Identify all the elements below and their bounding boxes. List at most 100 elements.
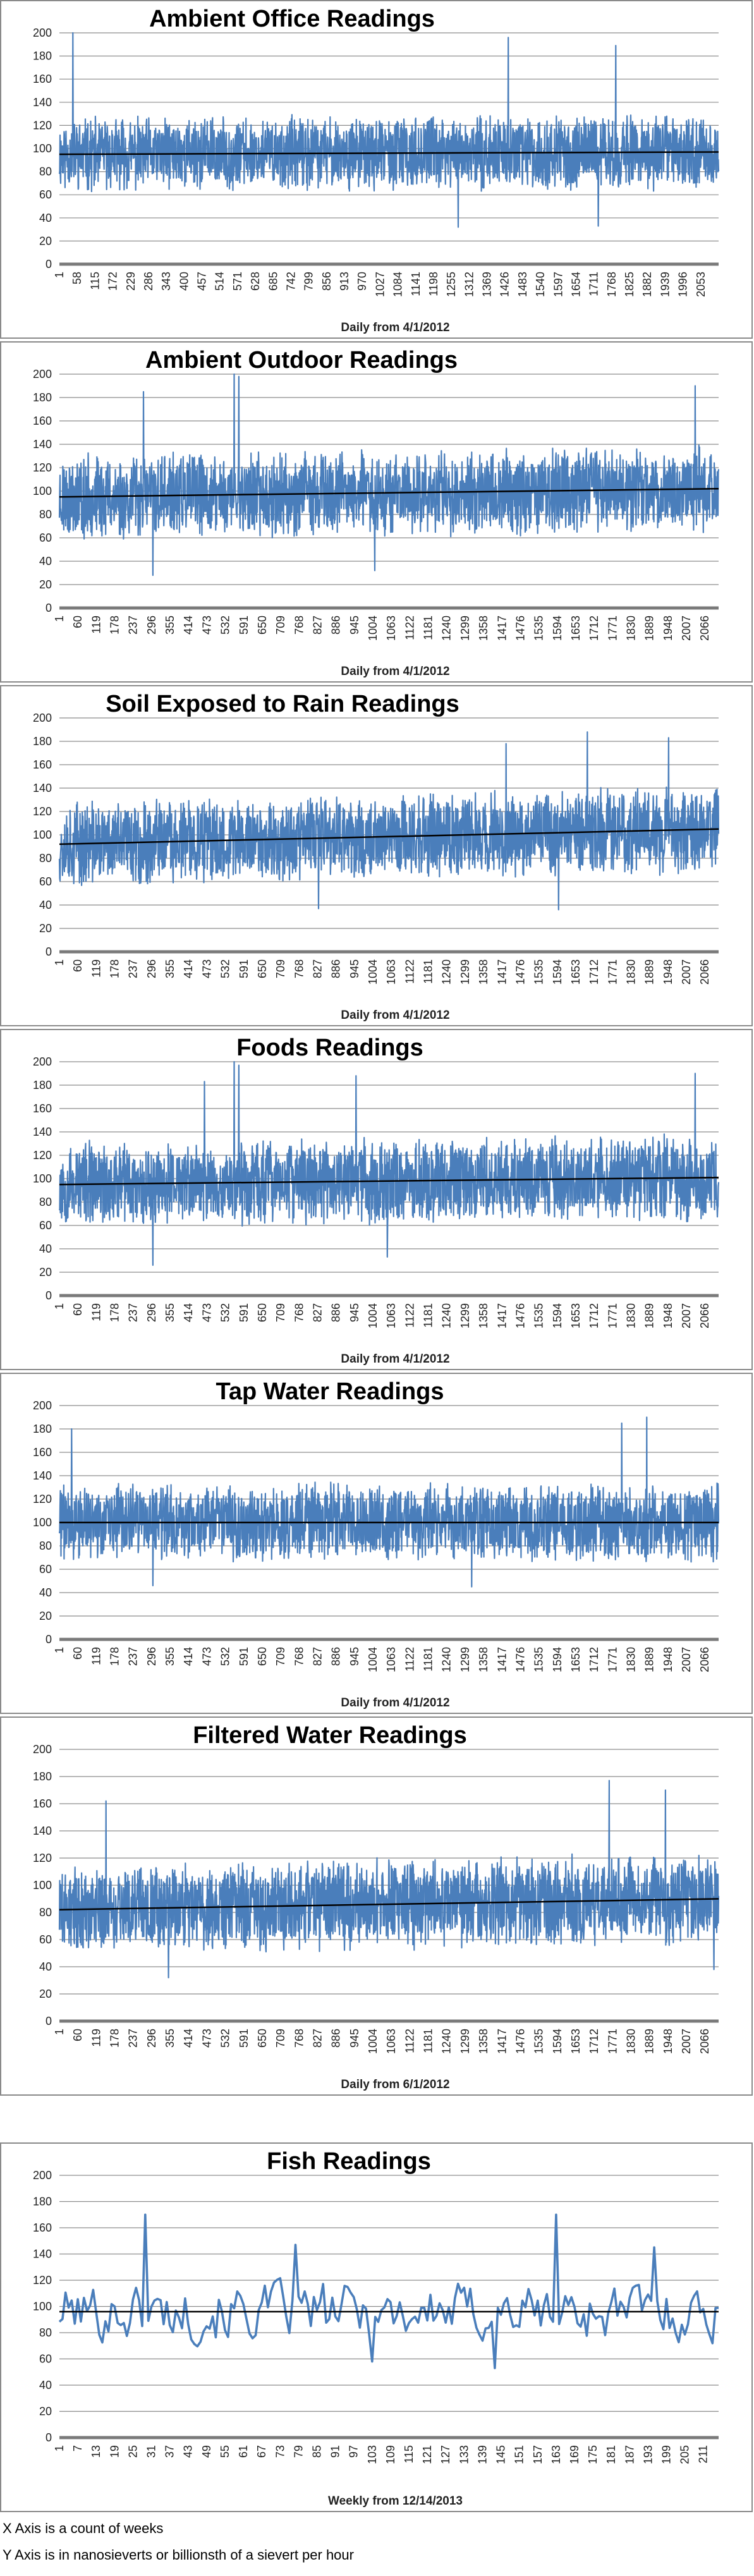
- x-tick-label: 1: [53, 2029, 66, 2035]
- x-tick-label: 172: [107, 272, 119, 291]
- x-tick-label: 1004: [367, 959, 379, 985]
- x-tick-label: 414: [182, 959, 195, 978]
- x-tick-label: 199: [660, 2445, 673, 2464]
- x-tick-label: 178: [109, 959, 121, 978]
- x-tick-label: 1654: [569, 272, 582, 297]
- x-tick-label: 85: [310, 2445, 323, 2458]
- x-tick-label: 1889: [643, 959, 656, 985]
- y-tick-label: 120: [33, 1852, 52, 1864]
- x-tick-label: 296: [145, 1647, 158, 1666]
- y-tick-label: 120: [33, 461, 52, 474]
- x-tick-label: 97: [348, 2445, 360, 2458]
- x-tick-label: 1063: [385, 959, 398, 985]
- x-tick-label: 119: [90, 616, 102, 634]
- y-tick-label: 180: [33, 1770, 52, 1783]
- x-tick-label: 1535: [533, 1303, 545, 1328]
- x-tick-label: 1417: [496, 959, 508, 985]
- x-tick-label: 2007: [680, 1303, 693, 1328]
- x-tick-label: 237: [127, 1303, 140, 1322]
- x-tick-label: 1825: [623, 272, 636, 297]
- x-tick-label: 2066: [698, 2029, 711, 2054]
- series-line: [58, 1780, 720, 1979]
- y-tick-label: 120: [33, 1149, 52, 1162]
- trend-line: [59, 488, 719, 498]
- y-tick-label: 200: [33, 712, 52, 724]
- x-tick-label: 1830: [625, 1647, 638, 1672]
- x-tick-label: 25: [126, 2445, 139, 2458]
- y-tick-label: 60: [39, 875, 52, 888]
- x-tick-label: 685: [267, 272, 279, 291]
- y-tick-label: 160: [33, 1102, 52, 1115]
- x-tick-label: 60: [71, 2029, 84, 2041]
- x-tick-label: 1653: [569, 616, 582, 641]
- x-tick-label: 571: [231, 272, 244, 291]
- x-tick-label: 286: [142, 272, 155, 291]
- y-tick-label: 200: [33, 1055, 52, 1068]
- y-tick-label: 200: [33, 1743, 52, 1756]
- x-tick-label: 970: [356, 272, 368, 291]
- series-line: [58, 1416, 720, 1588]
- y-tick-label: 20: [39, 1988, 52, 2000]
- x-tick-label: 1889: [643, 2029, 656, 2054]
- x-tick-label: 119: [90, 959, 102, 978]
- y-tick-label: 60: [39, 1219, 52, 1232]
- y-tick-label: 120: [33, 1493, 52, 1505]
- x-tick-label: 709: [274, 1647, 287, 1666]
- x-tick-label: 1771: [606, 616, 619, 641]
- x-tick-label: 1063: [385, 1647, 398, 1672]
- x-tick-label: 650: [256, 959, 269, 978]
- x-tick-label: 60: [71, 1647, 84, 1660]
- y-tick-label: 60: [39, 1563, 52, 1576]
- x-tick-label: 1830: [625, 616, 638, 641]
- x-tick-label: 1771: [606, 1647, 619, 1672]
- chart-title: Foods Readings: [236, 1035, 423, 1061]
- x-tick-label: 1948: [662, 959, 674, 985]
- x-tick-label: 827: [311, 959, 324, 978]
- x-tick-label: 178: [109, 616, 121, 635]
- y-tick-label: 140: [33, 782, 52, 794]
- y-tick-label: 0: [46, 945, 52, 958]
- x-tick-label: 1: [53, 2445, 66, 2451]
- x-tick-label: 67: [255, 2445, 268, 2458]
- x-tick-label: 1594: [551, 616, 564, 641]
- y-tick-label: 60: [39, 2353, 52, 2366]
- x-tick-label: 1476: [514, 2029, 526, 2054]
- x-tick-label: 2053: [695, 272, 707, 297]
- x-tick-label: 650: [256, 1647, 269, 1666]
- x-tick-label: 1535: [533, 959, 545, 985]
- x-tick-label: 1358: [477, 1647, 490, 1672]
- x-tick-label: 296: [145, 2029, 158, 2048]
- x-tick-label: 1540: [534, 272, 547, 297]
- x-tick-label: 1358: [477, 959, 490, 985]
- x-tick-label: 175: [587, 2445, 599, 2464]
- series-line: [58, 2213, 719, 2369]
- x-tick-label: 2007: [680, 616, 693, 641]
- x-tick-label: 1712: [588, 616, 600, 641]
- x-tick-label: 1426: [499, 272, 511, 297]
- y-tick-label: 100: [33, 829, 52, 841]
- y-tick-label: 140: [33, 1126, 52, 1138]
- x-tick-label: 139: [476, 2445, 489, 2464]
- x-tick-label: 1255: [445, 272, 458, 297]
- x-tick-label: 1653: [569, 1303, 582, 1328]
- x-tick-label: 768: [293, 616, 305, 635]
- x-tick-label: 187: [623, 2445, 636, 2464]
- y-tick-label: 80: [39, 1196, 52, 1208]
- x-tick-label: 1: [53, 959, 66, 966]
- y-tick-label: 80: [39, 166, 52, 178]
- x-tick-label: 532: [219, 1647, 232, 1666]
- x-tick-label: 913: [338, 272, 351, 291]
- y-tick-label: 20: [39, 2405, 52, 2418]
- x-tick-label: 514: [214, 272, 226, 291]
- y-tick-label: 20: [39, 578, 52, 591]
- y-tick-label: 0: [46, 602, 52, 614]
- x-axis-label: Daily from 6/1/2012: [341, 2078, 449, 2091]
- x-tick-label: 1084: [392, 272, 404, 297]
- x-tick-label: 237: [127, 959, 140, 978]
- y-tick-label: 180: [33, 1423, 52, 1435]
- x-tick-label: 1141: [410, 272, 422, 296]
- x-tick-label: 1830: [625, 1303, 638, 1328]
- chart-panel: Tap Water Readings 0 20 40 60 80 100 120 140 160 1…: [0, 1373, 753, 1714]
- x-tick-label: 532: [219, 2029, 232, 2048]
- x-tick-label: 1181: [422, 1303, 435, 1328]
